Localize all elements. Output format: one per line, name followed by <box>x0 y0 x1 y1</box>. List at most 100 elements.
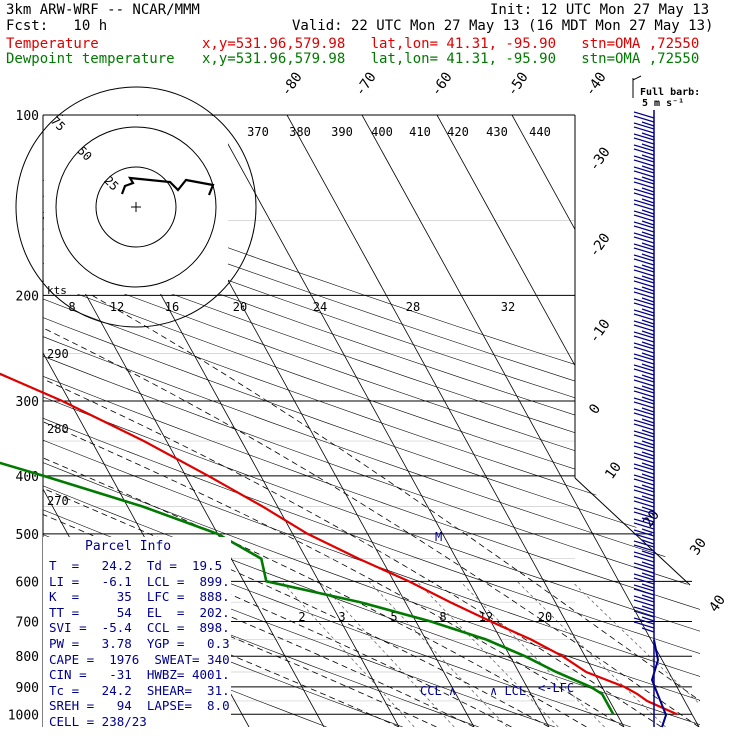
wind-barb <box>641 330 655 336</box>
wind-barb <box>641 319 655 325</box>
wind-barb <box>641 275 655 281</box>
wind-barb <box>633 456 655 464</box>
hodograph-ring <box>95 166 177 248</box>
wind-barb <box>633 452 655 460</box>
wind-barb <box>633 166 655 174</box>
wind-barb <box>633 181 655 189</box>
wind-barb <box>633 390 655 398</box>
theta-label: 370 <box>247 125 269 139</box>
valid-time: Valid: 22 UTC Mon 27 May 13 (16 MDT Mon … <box>292 18 714 34</box>
isotherm-tick-label: -80 <box>278 69 306 99</box>
wind-barb <box>633 126 655 134</box>
wind-barb <box>641 198 655 204</box>
wind-barb <box>641 451 655 457</box>
pressure-tick-label: 900 <box>16 681 39 696</box>
wind-barb <box>633 368 655 376</box>
wind-barb <box>641 264 655 270</box>
lfc-marker-label: <-LFC <box>538 681 574 695</box>
wind-barb <box>633 551 655 559</box>
mixing-ratio-line <box>571 581 700 727</box>
isotherm-tick-label: -10 <box>586 316 614 346</box>
mixing-ratio-label: 28 <box>406 300 420 314</box>
wind-barb <box>633 331 655 339</box>
isotherm-tick-label: 40 <box>706 592 729 615</box>
wind-barb <box>633 540 655 548</box>
theta-label: 430 <box>486 125 508 139</box>
mixing-ratio-line <box>459 581 605 727</box>
wind-barb <box>641 143 655 149</box>
parcel-info-title: Parcel Info <box>85 539 172 554</box>
wind-scale-label: Full barb: <box>640 87 700 98</box>
wind-barb <box>633 243 655 251</box>
low-level-wind-barbs <box>650 639 668 728</box>
wind-barb <box>633 467 655 475</box>
wind-barb <box>641 341 655 347</box>
wind-scale-value: 5 m s⁻¹ <box>642 98 684 109</box>
wind-barb <box>641 462 655 468</box>
isotherm-tick-label: -40 <box>582 69 610 99</box>
parcel-info-row: T = 24.2 Td = 19.5 <box>49 558 223 573</box>
wind-barb <box>633 221 655 229</box>
wind-barb <box>633 342 655 350</box>
dry-adiabat <box>43 115 700 727</box>
wind-barb <box>633 214 655 222</box>
moist-adiabat <box>43 295 625 727</box>
wind-barb <box>633 309 655 317</box>
wind-barb <box>633 148 655 156</box>
wind-barb <box>641 253 655 259</box>
wind-barb <box>633 265 655 273</box>
lcl-marker-label: ∧ LCL <box>490 684 526 698</box>
moist-adiabat <box>43 295 400 727</box>
isotherm-line <box>211 115 550 727</box>
wind-barb <box>633 533 655 541</box>
temperature-legend: Temperature <box>6 36 99 52</box>
wind-barb <box>641 473 655 479</box>
parcel-info-row: SVI = -5.4 CCL = 898. <box>49 620 230 636</box>
dry-adiabat <box>43 115 700 727</box>
dry-adiabat <box>43 115 700 727</box>
wind-barb <box>633 375 655 383</box>
pressure-tick-label: 200 <box>16 289 39 304</box>
wind-barb <box>641 121 655 127</box>
dry-adiabat <box>43 115 700 727</box>
wind-barb <box>633 397 655 405</box>
wind-barb <box>633 408 655 416</box>
wind-barb <box>633 254 655 262</box>
isotherm-line <box>436 115 700 727</box>
wind-barb <box>633 617 655 625</box>
wind-barb <box>633 595 655 603</box>
wind-barb <box>641 484 655 490</box>
wind-barb <box>633 621 655 629</box>
wind-barb <box>633 555 655 563</box>
wind-barb <box>633 379 655 387</box>
wind-barb <box>633 177 655 185</box>
wind-barb <box>633 320 655 328</box>
parcel-info-row: TT = 54 EL = 202. <box>49 604 230 620</box>
wind-barb <box>633 276 655 284</box>
wind-barb <box>633 122 655 130</box>
wind-scale-barb <box>632 75 642 81</box>
parcel-info-row: CIN = -31 HWBZ= 4001. <box>49 667 230 683</box>
isotherm-line <box>286 115 625 727</box>
parcel-info-row: PW = 3.78 YGP = 0.3 <box>49 636 230 651</box>
wind-barb <box>641 616 655 622</box>
mixing-ratio-low-label: 8 <box>439 610 446 624</box>
pressure-tick-label: 800 <box>16 650 39 665</box>
dewpoint-profile-line <box>0 461 615 715</box>
wind-barb <box>641 297 655 303</box>
wind-barb <box>633 606 655 614</box>
wind-barb <box>641 539 655 545</box>
wind-barb <box>633 258 655 266</box>
wind-barb <box>633 115 655 123</box>
pressure-tick-label: 100 <box>16 109 39 124</box>
mixing-ratio-label: 32 <box>501 300 515 314</box>
theta-label: 440 <box>529 125 551 139</box>
wind-barb <box>641 440 655 446</box>
wind-barb <box>633 386 655 394</box>
theta-label: 410 <box>409 125 431 139</box>
wind-barb <box>633 324 655 332</box>
wind-barb <box>633 496 655 504</box>
wind-barb <box>641 605 655 611</box>
